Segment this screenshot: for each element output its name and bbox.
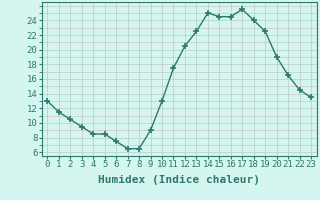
- X-axis label: Humidex (Indice chaleur): Humidex (Indice chaleur): [98, 175, 260, 185]
